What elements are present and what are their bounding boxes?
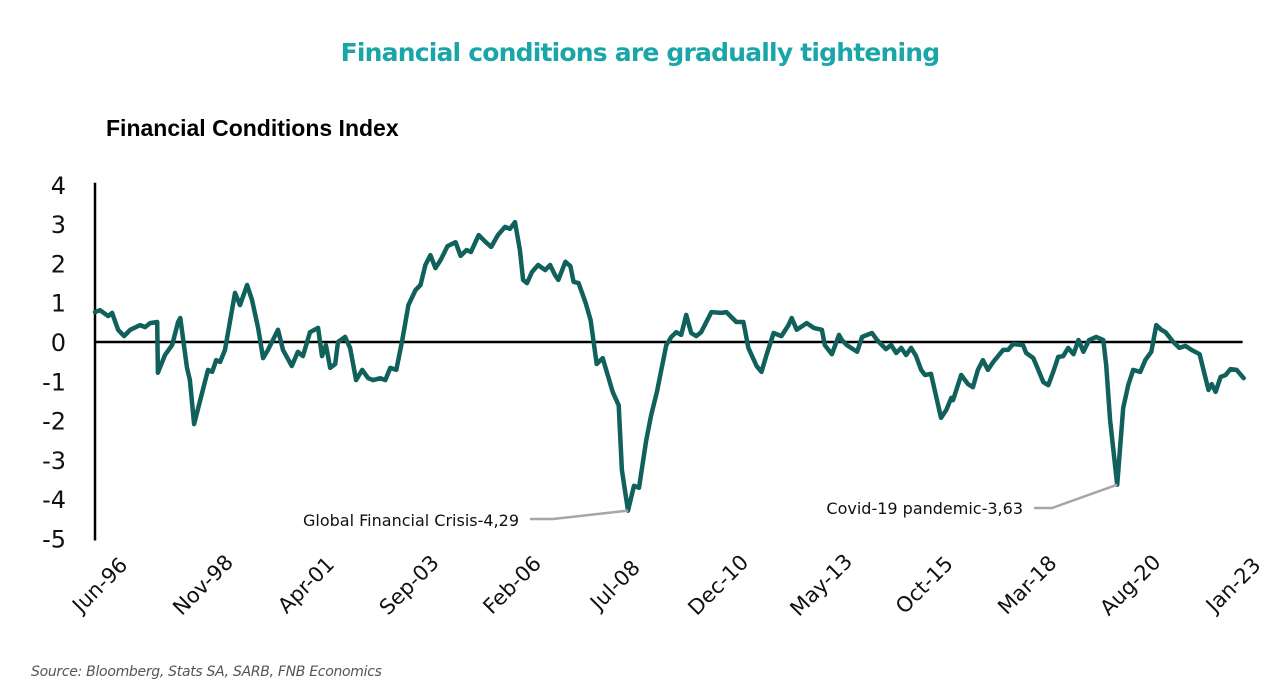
headline: Financial conditions are gradually tight… — [340, 38, 941, 67]
annotation-label: Covid-19 pandemic-3,63 — [826, 499, 1023, 518]
x-tick-label: Jun-96 — [66, 553, 132, 619]
y-tick-label: 2 — [51, 250, 66, 278]
x-tick-label: Oct-15 — [891, 552, 958, 619]
series-line — [92, 219, 1246, 513]
x-tick-label: Feb-06 — [478, 551, 546, 619]
source-note: Source: Bloomberg, Stats SA, SARB, FNB E… — [31, 664, 382, 680]
y-tick-label: -3 — [42, 447, 66, 475]
x-tick-label: May-13 — [785, 549, 857, 621]
y-tick-label: -4 — [42, 486, 66, 514]
annotation-leader-line — [530, 509, 629, 521]
y-tick-label: 3 — [51, 211, 66, 239]
y-tick-label: -5 — [42, 526, 66, 554]
x-tick-label: Apr-01 — [273, 552, 339, 618]
y-tick-label: -1 — [42, 368, 66, 396]
y-tick-label: -2 — [42, 408, 66, 436]
x-tick-label: Sep-03 — [375, 550, 444, 619]
x-tick-label: Jul-08 — [584, 555, 645, 616]
y-tick-label: 1 — [51, 290, 66, 318]
y-tick-label: 4 — [51, 172, 66, 200]
x-tick-label: Dec-10 — [683, 550, 753, 620]
annotation-leader-line — [1034, 483, 1118, 510]
annotation-label: Global Financial Crisis-4,29 — [303, 511, 519, 530]
y-axis-ticks: 4 3 2 1 0 -1 -2 -3 -4 -5 — [42, 172, 66, 554]
x-tick-label: Jan-23 — [1200, 553, 1266, 619]
x-tick-label: Mar-18 — [993, 551, 1061, 619]
chart-title: Financial Conditions Index — [106, 115, 399, 141]
y-tick-label: 0 — [51, 329, 66, 357]
x-axis-ticks: Jun-96 Nov-98 Apr-01 Sep-03 Feb-06 Jul-08 Dec-… — [66, 549, 1265, 621]
annotations: Global Financial Crisis-4,29 Covid-19 pan… — [303, 483, 1118, 530]
x-tick-label: Nov-98 — [168, 550, 238, 620]
x-tick-label: Aug-20 — [1095, 550, 1165, 620]
